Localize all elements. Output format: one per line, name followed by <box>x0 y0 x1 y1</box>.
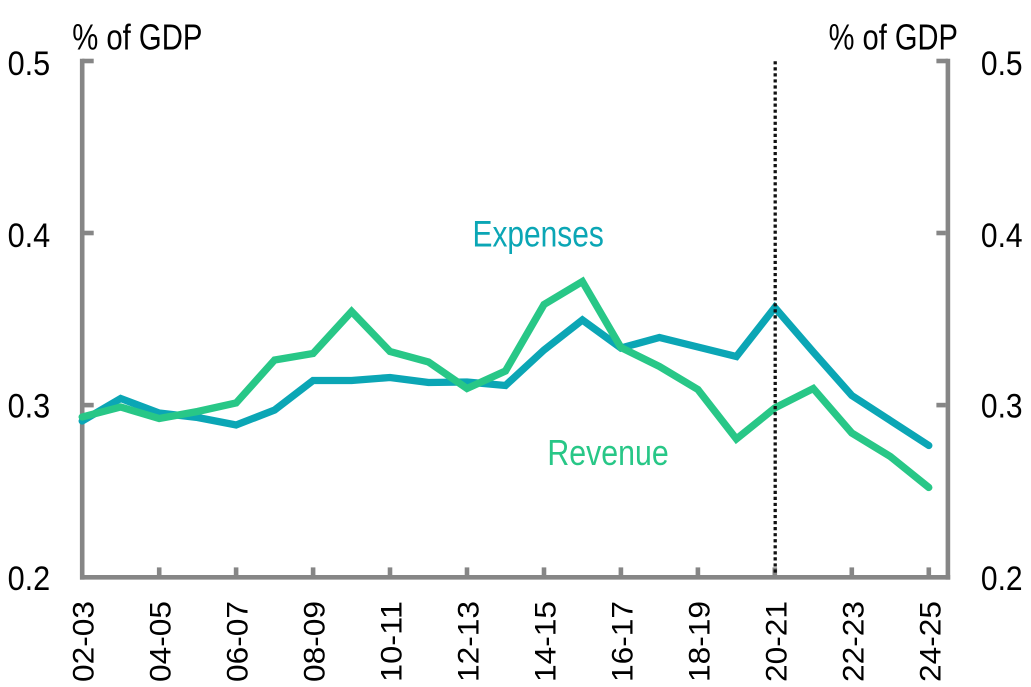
svg-text:Expenses: Expenses <box>473 213 604 254</box>
svg-text:20-21: 20-21 <box>760 601 793 682</box>
svg-text:12-13: 12-13 <box>453 601 486 682</box>
svg-text:0.5: 0.5 <box>981 45 1023 83</box>
svg-text:24-25: 24-25 <box>914 601 947 682</box>
svg-text:0.4: 0.4 <box>8 217 51 255</box>
svg-text:04-05: 04-05 <box>145 601 178 682</box>
svg-text:10-11: 10-11 <box>376 601 409 682</box>
svg-text:02-03: 02-03 <box>68 601 101 682</box>
svg-text:0.5: 0.5 <box>8 45 51 83</box>
svg-text:% of GDP: % of GDP <box>829 17 958 58</box>
svg-text:14-15: 14-15 <box>530 601 563 682</box>
svg-text:% of GDP: % of GDP <box>72 17 202 58</box>
svg-text:0.2: 0.2 <box>981 560 1023 598</box>
svg-text:0.3: 0.3 <box>8 388 51 426</box>
svg-text:06-07: 06-07 <box>222 601 255 682</box>
svg-text:Revenue: Revenue <box>547 432 668 473</box>
svg-text:18-19: 18-19 <box>683 601 716 682</box>
svg-text:22-23: 22-23 <box>837 601 870 682</box>
svg-text:0.2: 0.2 <box>8 560 51 598</box>
svg-text:16-17: 16-17 <box>606 601 639 682</box>
svg-text:0.3: 0.3 <box>981 388 1023 426</box>
svg-text:08-09: 08-09 <box>299 601 332 682</box>
svg-text:0.4: 0.4 <box>981 217 1023 255</box>
